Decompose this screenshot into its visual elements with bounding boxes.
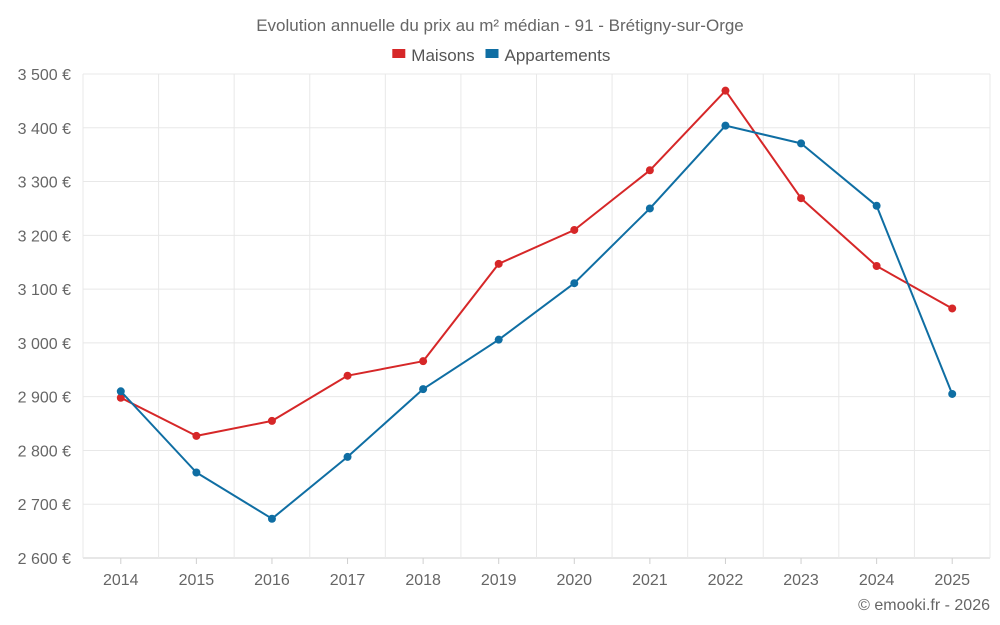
data-point-maisons[interactable] [192, 431, 201, 440]
data-point-maisons[interactable] [343, 371, 352, 380]
data-point-maisons[interactable] [570, 225, 579, 234]
data-point-appartements[interactable] [797, 139, 806, 148]
series-layer [116, 86, 957, 523]
x-tick-label: 2014 [103, 572, 139, 589]
credit-text: © emooki.fr - 2026 [858, 597, 990, 614]
y-axis: 2 600 € 2 700 € 2 800 € 2 900 € 3 000 € 3 100… [18, 67, 71, 568]
data-point-maisons[interactable] [419, 357, 428, 366]
y-tick-label: 3 300 € [18, 175, 71, 192]
y-tick-label: 2 900 € [18, 390, 71, 407]
data-point-maisons[interactable] [872, 261, 881, 270]
data-point-appartements[interactable] [494, 335, 503, 344]
data-point-appartements[interactable] [570, 279, 579, 288]
x-tick-label: 2022 [708, 572, 744, 589]
x-tick-label: 2021 [632, 572, 668, 589]
x-tick-label: 2017 [330, 572, 366, 589]
x-tick-label: 2024 [859, 572, 895, 589]
legend: Maisons Appartements [392, 46, 610, 65]
y-tick-label: 3 100 € [18, 282, 71, 299]
data-point-maisons[interactable] [797, 194, 806, 203]
data-point-appartements[interactable] [645, 204, 654, 213]
data-point-appartements[interactable] [267, 514, 276, 523]
y-tick-label: 2 600 € [18, 551, 71, 568]
series-line-appartements [120, 124, 954, 520]
data-point-maisons[interactable] [267, 416, 276, 425]
legend-swatch-appartements [485, 49, 499, 58]
x-tick-label: 2020 [556, 572, 592, 589]
data-point-maisons[interactable] [645, 166, 654, 175]
legend-swatch-maisons [392, 49, 406, 58]
data-point-appartements[interactable] [872, 201, 881, 210]
data-point-maisons[interactable] [948, 304, 957, 313]
gridlines [82, 73, 991, 559]
data-point-appartements[interactable] [419, 385, 428, 394]
chart-title: Evolution annuelle du prix au m² médian … [256, 16, 744, 35]
y-tick-label: 3 200 € [18, 228, 71, 245]
x-tick-label: 2016 [254, 572, 290, 589]
series-line-maisons [120, 89, 953, 437]
x-tick-label: 2023 [783, 572, 819, 589]
legend-label-maisons[interactable]: Maisons [411, 46, 474, 65]
y-tick-label: 3 500 € [18, 67, 71, 84]
data-point-appartements[interactable] [721, 121, 730, 130]
data-point-appartements[interactable] [343, 452, 352, 461]
data-point-appartements[interactable] [948, 389, 957, 398]
x-tick-label: 2025 [934, 572, 970, 589]
x-tick-label: 2015 [179, 572, 215, 589]
x-tick-label: 2018 [405, 572, 441, 589]
data-point-maisons[interactable] [494, 259, 503, 268]
y-tick-label: 3 000 € [18, 336, 71, 353]
data-point-appartements[interactable] [116, 387, 125, 396]
y-tick-label: 2 800 € [18, 443, 71, 460]
x-tick-label: 2019 [481, 572, 517, 589]
data-point-appartements[interactable] [192, 468, 201, 477]
data-point-maisons[interactable] [721, 86, 730, 95]
y-tick-label: 3 400 € [18, 121, 71, 138]
y-tick-label: 2 700 € [18, 497, 71, 514]
data-point-maisons[interactable] [116, 393, 125, 402]
legend-label-appartements[interactable]: Appartements [505, 46, 611, 65]
x-axis: 2014 2015 2016 2017 2018 2019 2020 2021 2022 2023… [103, 558, 970, 589]
